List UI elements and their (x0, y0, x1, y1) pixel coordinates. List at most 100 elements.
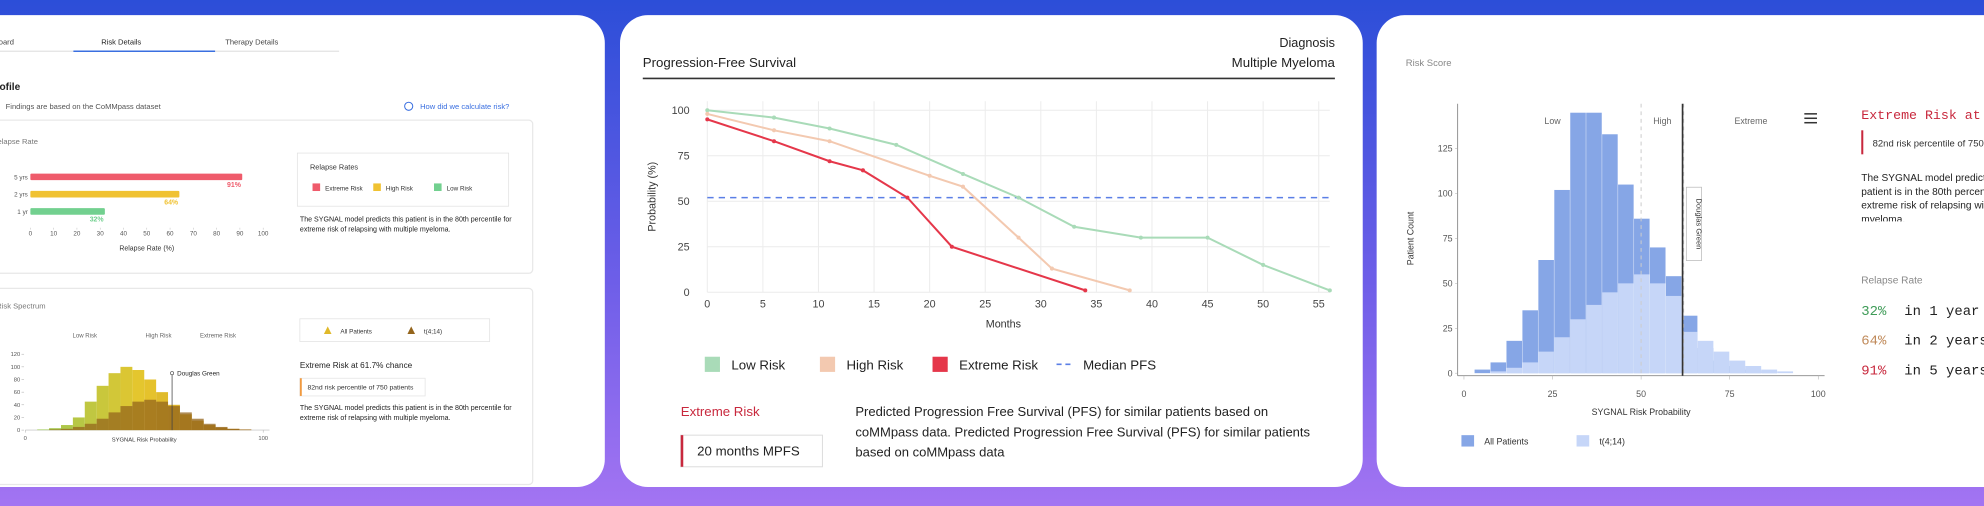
legend-label: Extreme Risk (325, 185, 363, 192)
histogram-bar (1538, 351, 1554, 374)
summary-box: The SYGNAL model predicts this patient i… (300, 405, 512, 423)
point (1083, 288, 1088, 293)
x-tick-label: 55 (1313, 298, 1325, 310)
info-icon[interactable] (404, 101, 414, 111)
y-tick-label: 0 (1448, 368, 1453, 378)
histogram-bar (1490, 371, 1507, 374)
histogram-bar (1586, 304, 1602, 374)
x-tick-label: 10 (812, 298, 824, 310)
point (860, 168, 865, 173)
histogram-bar (72, 426, 85, 431)
help-link[interactable]: How did we calculate risk? (420, 102, 509, 111)
x-tick-label: 40 (120, 230, 128, 237)
bar (30, 208, 105, 215)
point (905, 195, 910, 200)
histogram-bar (84, 423, 97, 431)
point (960, 184, 966, 189)
y-tick-label: 25 (678, 242, 690, 254)
histogram-bar (1490, 362, 1507, 374)
x-axis-label: Relapse Rate (%) (119, 245, 174, 252)
histogram-bar (1745, 365, 1762, 374)
histogram-bar (49, 428, 61, 431)
x-tick-label: 15 (868, 298, 880, 310)
legend-swatch (312, 183, 321, 192)
point (771, 115, 777, 120)
bar (30, 173, 243, 181)
x-tick-label: 70 (190, 230, 198, 237)
x-tick-label: 45 (1202, 298, 1214, 310)
histogram-bar (120, 366, 133, 431)
tab[interactable]: Risk Details (101, 37, 141, 46)
description-box: Predicted Progression Free Survival (PFS… (855, 406, 1311, 461)
legend-swatch (932, 356, 948, 372)
histogram-bar (72, 417, 85, 431)
histogram-bar (1570, 319, 1586, 374)
value-label: 32% (90, 217, 104, 224)
patient-marker-label: Douglas Green (177, 371, 220, 378)
legend-icon (323, 326, 332, 334)
histogram-bar (108, 373, 121, 431)
y-tick-label: 25 (1443, 323, 1453, 333)
risk-statement: Extreme Risk at 61.7% chance (300, 361, 413, 370)
tab[interactable]: Therapy Details (225, 37, 278, 46)
point (1016, 195, 1021, 200)
legend-label: All Patients (340, 328, 372, 335)
risk-statement: Extreme Risk at 61.7% chance (1861, 108, 1984, 123)
legend-label: High Risk (386, 185, 414, 192)
histogram-bar (168, 406, 180, 431)
point (771, 139, 777, 144)
histogram-bar (1618, 283, 1634, 374)
x-tick-label: 0 (1461, 389, 1466, 399)
histogram-bar (84, 401, 97, 431)
legend-swatch (373, 183, 381, 192)
description: Predicted Progression Free Survival (PFS… (855, 406, 1311, 461)
percentile: 82nd risk percentile of 750 patients (307, 385, 414, 392)
point (1016, 235, 1021, 240)
histogram-bar (1554, 337, 1570, 374)
histogram-bar (1522, 310, 1538, 374)
histogram-bar (1729, 360, 1746, 374)
histogram-bar (1538, 260, 1554, 374)
legend-title: Relapse Rates (310, 163, 358, 172)
histogram-bar (203, 423, 216, 431)
tab[interactable]: Dashboard (0, 37, 14, 46)
chart-title: Progression-Free Survival (643, 55, 796, 70)
point (949, 244, 954, 249)
legend-label: t(4;14) (1599, 437, 1625, 447)
region-label: Extreme (1734, 116, 1767, 126)
legend-label: Extreme Risk (959, 357, 1038, 372)
region-label: High Risk (146, 334, 173, 340)
percentile-accent (299, 378, 302, 396)
y-tick-label: 80 (14, 378, 20, 384)
category-label: 1 yr (17, 209, 28, 216)
point (1049, 266, 1054, 271)
histogram-bar (1554, 189, 1570, 374)
legend-label: Low Risk (731, 357, 785, 372)
histogram-bar (1474, 369, 1491, 374)
point (1072, 224, 1077, 229)
histogram-bar (1681, 331, 1698, 374)
histogram-bar (1634, 274, 1650, 374)
point (1127, 288, 1132, 293)
point (1138, 235, 1143, 240)
histogram-bar (1649, 283, 1666, 374)
summary-box: The SYGNAL model predicts this patient i… (300, 216, 512, 234)
histogram-bar (227, 428, 240, 431)
histogram-bar (179, 412, 192, 431)
point (827, 159, 832, 164)
point (705, 108, 710, 113)
y-tick-label: 75 (1443, 234, 1453, 244)
histogram-bar (144, 399, 157, 431)
x-tick-label: 20 (73, 230, 81, 237)
x-tick-label: 100 (1811, 389, 1826, 399)
x-tick-label: 0 (29, 230, 33, 237)
histogram-bar (1506, 367, 1523, 374)
relapse-period: in 1 year (1904, 304, 1979, 320)
percentile-accent (1861, 130, 1864, 155)
point (1327, 288, 1332, 293)
chart-menu[interactable] (1804, 113, 1817, 124)
histogram-bar (96, 418, 109, 431)
region-label: Low (1544, 116, 1561, 126)
legend-label: Low Risk (447, 185, 473, 192)
